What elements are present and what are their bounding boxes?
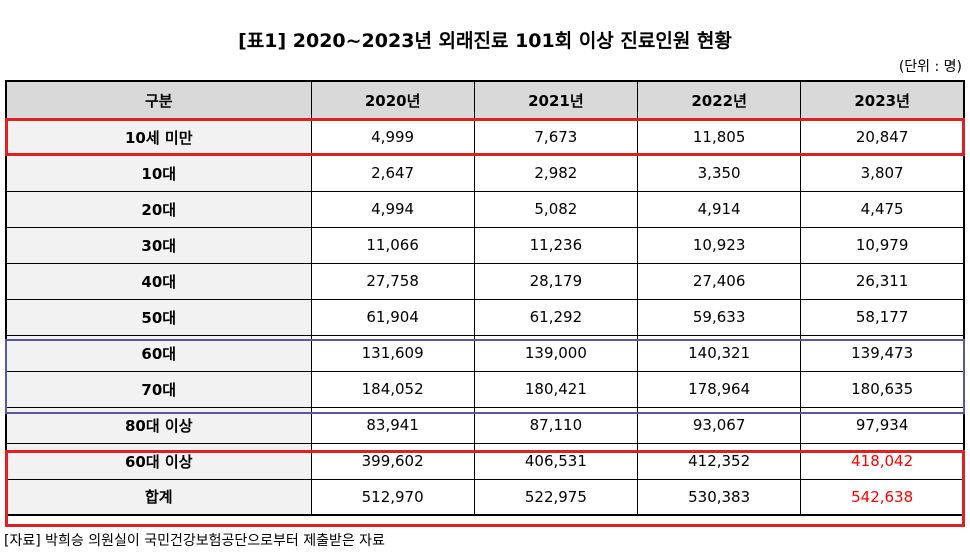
value-cell: 10,923 <box>636 226 802 264</box>
value-cell: 11,236 <box>473 226 639 264</box>
table-row: 50대 61,904 61,292 59,633 58,177 <box>5 298 965 336</box>
value-cell: 59,633 <box>636 298 802 336</box>
value-cell: 512,970 <box>310 478 475 516</box>
table-row: 60대 이상 399,602 406,531 412,352 418,042 <box>5 442 965 480</box>
value-cell: 2,982 <box>473 154 639 192</box>
value-cell: 180,635 <box>800 370 965 408</box>
row-label: 60대 이상 <box>5 442 312 480</box>
value-cell: 406,531 <box>473 442 639 480</box>
value-cell: 20,847 <box>800 118 965 156</box>
value-cell: 27,758 <box>310 262 475 300</box>
row-label: 10세 미만 <box>5 118 312 156</box>
table-header: 구분 2020년 2021년 2022년 2023년 <box>5 80 965 120</box>
value-cell: 131,609 <box>310 334 475 372</box>
row-label: 10대 <box>5 154 312 192</box>
header-cell: 2022년 <box>636 80 802 120</box>
value-cell: 3,350 <box>636 154 802 192</box>
value-cell: 61,292 <box>473 298 639 336</box>
value-cell: 4,914 <box>636 190 802 228</box>
row-label: 합계 <box>5 478 312 516</box>
source-note: [자료] 박희승 의원실이 국민건강보험공단으로부터 제출받은 자료 <box>4 533 385 549</box>
row-label: 70대 <box>5 370 312 408</box>
value-cell: 93,067 <box>636 406 802 444</box>
table-row: 80대 이상 83,941 87,110 93,067 97,934 <box>5 406 965 444</box>
value-cell: 140,321 <box>636 334 802 372</box>
value-cell: 139,000 <box>473 334 639 372</box>
value-cell: 3,807 <box>800 154 965 192</box>
unit-note: (단위 : 명) <box>898 59 962 75</box>
row-label: 50대 <box>5 298 312 336</box>
table-row: 60대 131,609 139,000 140,321 139,473 <box>5 334 965 372</box>
table-row: 30대 11,066 11,236 10,923 10,979 <box>5 226 965 264</box>
value-cell: 2,647 <box>310 154 475 192</box>
table-row: 20대 4,994 5,082 4,914 4,475 <box>5 190 965 228</box>
value-cell: 26,311 <box>800 262 965 300</box>
value-cell: 4,994 <box>310 190 475 228</box>
value-cell: 27,406 <box>636 262 802 300</box>
value-cell: 542,638 <box>800 478 965 516</box>
value-cell: 87,110 <box>473 406 639 444</box>
table-row: 10세 미만 4,999 7,673 11,805 20,847 <box>5 118 965 156</box>
row-label: 80대 이상 <box>5 406 312 444</box>
table-row: 40대 27,758 28,179 27,406 26,311 <box>5 262 965 300</box>
value-cell: 11,805 <box>636 118 802 156</box>
value-cell: 58,177 <box>800 298 965 336</box>
value-cell: 530,383 <box>636 478 802 516</box>
value-cell: 28,179 <box>473 262 639 300</box>
value-cell: 61,904 <box>310 298 475 336</box>
value-cell: 83,941 <box>310 406 475 444</box>
value-cell: 139,473 <box>800 334 965 372</box>
value-cell: 418,042 <box>800 442 965 480</box>
row-label: 40대 <box>5 262 312 300</box>
row-label: 60대 <box>5 334 312 372</box>
value-cell: 522,975 <box>473 478 639 516</box>
row-label: 20대 <box>5 190 312 228</box>
value-cell: 4,999 <box>310 118 475 156</box>
table-row: 10대 2,647 2,982 3,350 3,807 <box>5 154 965 192</box>
value-cell: 412,352 <box>636 442 802 480</box>
value-cell: 11,066 <box>310 226 475 264</box>
header-cell: 구분 <box>5 80 312 120</box>
table-row: 합계 512,970 522,975 530,383 542,638 <box>5 478 965 516</box>
header-cell: 2020년 <box>310 80 475 120</box>
title: [표1] 2020~2023년 외래진료 101회 이상 진료인원 현황 <box>238 30 732 52</box>
value-cell: 7,673 <box>473 118 639 156</box>
table-row: 70대 184,052 180,421 178,964 180,635 <box>5 370 965 408</box>
value-cell: 5,082 <box>473 190 639 228</box>
row-label: 30대 <box>5 226 312 264</box>
table-body: 10세 미만 4,999 7,673 11,805 20,847 10대 2,647 2,98… <box>5 118 965 516</box>
value-cell: 178,964 <box>636 370 802 408</box>
value-cell: 180,421 <box>473 370 639 408</box>
data-table: 구분 2020년 2021년 2022년 2023년 10세 미만 4,999 7,673 1… <box>5 80 965 516</box>
value-cell: 399,602 <box>310 442 475 480</box>
header-cell: 2023년 <box>800 80 965 120</box>
value-cell: 97,934 <box>800 406 965 444</box>
value-cell: 184,052 <box>310 370 475 408</box>
value-cell: 4,475 <box>800 190 965 228</box>
value-cell: 10,979 <box>800 226 965 264</box>
header-cell: 2021년 <box>473 80 639 120</box>
header-row: 구분 2020년 2021년 2022년 2023년 <box>5 80 965 120</box>
